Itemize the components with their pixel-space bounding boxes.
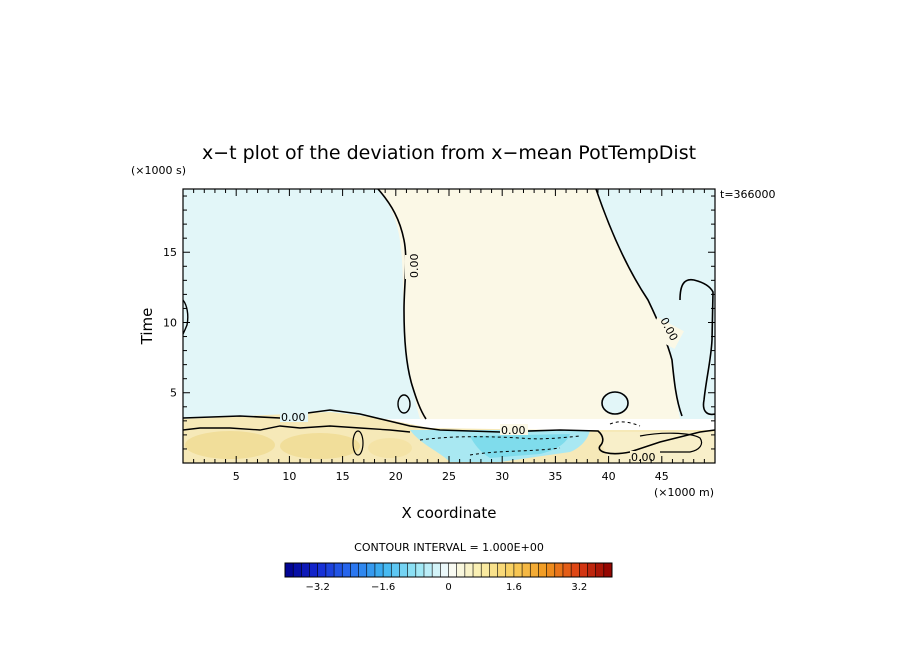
x-tick-label: 40 xyxy=(602,470,616,483)
colorbar-tick-label: −3.2 xyxy=(306,582,330,593)
colorbar-tick-label: 0 xyxy=(445,582,451,593)
colorbar-cell xyxy=(473,563,482,577)
x-tick-label: 25 xyxy=(442,470,456,483)
contour-cool-island-2 xyxy=(397,394,411,414)
colorbar-cell xyxy=(432,563,441,577)
colorbar-cell xyxy=(423,563,433,577)
colorbar-cell xyxy=(505,563,515,577)
colorbar-cell xyxy=(546,563,556,577)
contour-dashed-cold xyxy=(419,435,581,441)
colorbar-cell xyxy=(554,563,564,577)
contour-lower-right-loop xyxy=(639,432,703,453)
region-lower-left-yellow-3 xyxy=(368,438,412,458)
x-tick-label: 10 xyxy=(282,470,296,483)
colorbar-cell xyxy=(513,563,523,577)
region-cool-island-1 xyxy=(601,391,629,415)
colorbar-cell xyxy=(538,563,547,577)
colorbar-cell xyxy=(464,563,474,577)
ticks xyxy=(183,189,715,463)
y-axis-label: Time xyxy=(138,308,156,346)
colorbar-cell xyxy=(334,563,343,577)
y-tick-label: 10 xyxy=(163,316,177,329)
colorbar-cell xyxy=(530,563,539,577)
colorbar-cell xyxy=(407,563,417,577)
contour-lower-boundary xyxy=(183,409,715,455)
contour-right-island xyxy=(679,278,715,416)
colorbar-cell xyxy=(522,563,531,577)
colorbar-tick-label: 1.6 xyxy=(506,582,522,593)
region-lower-right-warm xyxy=(600,432,715,463)
colorbar-cell xyxy=(571,563,580,577)
contour-lower-left xyxy=(183,425,411,433)
colorbar-cell xyxy=(374,563,384,577)
contour-label-group: 0.00 0.00 0.00 0.00 0.00 xyxy=(280,254,684,464)
colorbar-cell xyxy=(285,563,294,577)
colorbar-cell xyxy=(456,563,466,577)
colorbar-labels: −3.2 −1.6 0 1.6 3.2 xyxy=(306,582,588,593)
colorbar-cell xyxy=(366,563,376,577)
colorbar-cell xyxy=(309,563,318,577)
colorbar-cell xyxy=(350,563,359,577)
region-cool-island-2 xyxy=(397,394,411,414)
time-annotation: t=366000 xyxy=(720,188,776,201)
chart-title: x−t plot of the deviation from x−mean Po… xyxy=(202,142,696,164)
x-tick-label: 35 xyxy=(548,470,562,483)
colorbar-cell xyxy=(562,563,572,577)
colorbar-cell xyxy=(440,563,449,577)
y-tick-label: 5 xyxy=(170,387,177,400)
contour-label-3: 0.00 xyxy=(281,411,306,424)
colorbar-cell xyxy=(603,563,613,577)
colorbar-cell xyxy=(415,563,425,577)
colorbar-tick-label: −1.6 xyxy=(371,582,395,593)
contour-interval-text: CONTOUR INTERVAL = 1.000E+00 xyxy=(354,541,544,554)
colorbar-cell xyxy=(342,563,351,577)
colorbar-frame xyxy=(284,562,613,578)
contour-dashed-right xyxy=(609,421,641,427)
contour-cool-island-1 xyxy=(601,391,629,415)
colorbar-cell xyxy=(595,563,605,577)
colorbar-tick-label: 3.2 xyxy=(571,582,587,593)
colorbar-cell xyxy=(399,563,408,577)
colorbar-cell xyxy=(481,563,490,577)
colorbar-cell xyxy=(448,563,457,577)
colorbar-cell xyxy=(293,563,302,577)
colorbar-cell xyxy=(301,563,310,577)
x-tick-label: 45 xyxy=(655,470,669,483)
colorbar-cell xyxy=(497,563,507,577)
contour-label-4: 0.00 xyxy=(501,424,526,437)
colorbar-cell xyxy=(317,563,327,577)
x-tick-label: 5 xyxy=(233,470,240,483)
colorbar-cell xyxy=(325,563,335,577)
contour-label-1: 0.00 xyxy=(408,254,421,279)
colorbar-cell xyxy=(358,563,368,577)
contour-main-left xyxy=(377,189,427,420)
colorbar-cell xyxy=(489,563,498,577)
colorbar-cell xyxy=(579,563,588,577)
colorbar-cell xyxy=(391,563,400,577)
contour-left-edge xyxy=(183,299,189,335)
region-upper-middle-warm xyxy=(378,189,680,419)
contour-lower-oval xyxy=(352,430,364,456)
region-lower-left-yellow-1 xyxy=(185,431,275,459)
x-units-label: (×1000 m) xyxy=(654,486,714,499)
colorbar xyxy=(284,562,613,578)
x-axis-label: X coordinate xyxy=(401,504,496,522)
tick-labels: 5 10 15 20 25 30 35 40 45 5 10 15 xyxy=(163,246,669,483)
region-lower-left-yellow-2 xyxy=(280,433,360,459)
x-tick-label: 15 xyxy=(336,470,350,483)
y-tick-label: 15 xyxy=(163,246,177,259)
plot-area: 0.00 0.00 0.00 0.00 0.00 xyxy=(183,189,715,464)
colorbar-cell xyxy=(587,563,596,577)
colorbar-cell xyxy=(383,563,392,577)
x-tick-label: 20 xyxy=(389,470,403,483)
x-tick-label: 30 xyxy=(495,470,509,483)
y-units-label: (×1000 s) xyxy=(131,164,186,177)
contour-label-5: 0.00 xyxy=(631,451,656,464)
